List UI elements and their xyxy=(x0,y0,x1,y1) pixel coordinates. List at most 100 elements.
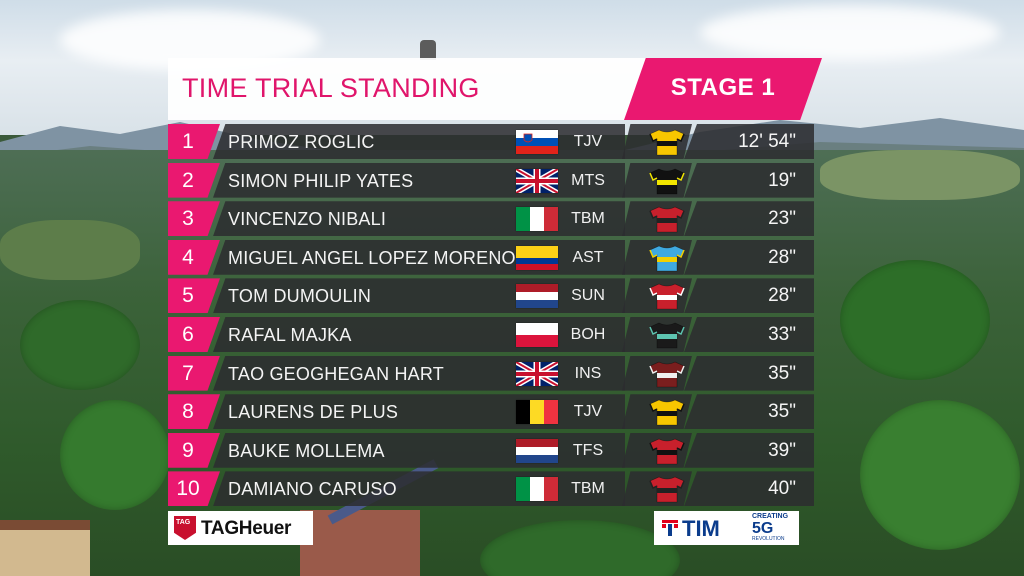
position-number: 7 xyxy=(182,361,194,385)
panel-title: TIME TRIAL STANDING xyxy=(182,73,480,103)
team-code: TBM xyxy=(571,480,605,498)
italy-flag-icon xyxy=(516,207,558,232)
tree xyxy=(20,300,140,390)
time-box xyxy=(684,432,814,468)
stage-label: STAGE 1 xyxy=(670,74,776,101)
tim-5g-label: 5G xyxy=(752,520,774,537)
jumbo-visma-jersey-icon xyxy=(646,398,688,426)
team-code: INS xyxy=(574,364,602,382)
position-number: 10 xyxy=(176,477,200,501)
netherlands-flag-icon xyxy=(516,284,558,309)
rider-name: TAO GEOGHEGAN HART xyxy=(228,363,444,384)
tim-wordmark: TIM xyxy=(682,516,720,541)
rider-name: VINCENZO NIBALI xyxy=(228,209,387,230)
position-number: 3 xyxy=(182,207,194,231)
standings-panel: TIME TRIAL STANDING STAGE 1 1 PRIMOZ ROG… xyxy=(168,58,822,507)
rider-name: PRIMOZ ROGLIC xyxy=(228,132,375,152)
position-badge: 2 xyxy=(168,162,220,198)
standing-row: 8 LAURENS DE PLUS TJV 35" xyxy=(168,394,822,430)
rider-time: 12' 54" xyxy=(738,131,796,152)
standing-row: 7 TAO GEOGHEGAN HART INS 35" xyxy=(168,355,822,391)
tim-tagline-top: CREATING xyxy=(752,513,789,520)
rider-name: LAURENS DE PLUS xyxy=(228,402,399,423)
title-box: TIME TRIAL STANDING xyxy=(168,58,652,120)
position-badge: 1 xyxy=(168,124,220,159)
poland-flag-icon xyxy=(516,323,558,347)
standing-row: 5 TOM DUMOULIN SUN 28" xyxy=(168,278,822,314)
tim-sponsor-logo: TIM CREATING 5G REVOLUTION xyxy=(654,511,799,545)
position-badge: 5 xyxy=(168,278,220,314)
time-box xyxy=(684,394,814,430)
tim-mark-icon xyxy=(662,520,678,536)
time-box xyxy=(684,239,814,275)
rider-time: 35" xyxy=(768,362,796,384)
position-badge: 9 xyxy=(168,432,220,468)
position-badge: 6 xyxy=(168,317,220,352)
italy-flag-icon xyxy=(516,477,558,502)
tagheuer-wordmark: TAGHeuer xyxy=(201,518,292,539)
tree xyxy=(60,400,170,510)
position-number: 2 xyxy=(182,168,194,192)
standing-row: 9 BAUKE MOLLEMA TFS 39" xyxy=(168,432,822,468)
standing-row: 2 SIMON PHILIP YATES MTS 19" xyxy=(168,162,822,198)
belgium-flag-icon xyxy=(516,400,558,425)
trek-segafredo-jersey-icon xyxy=(646,437,688,465)
stage-box: STAGE 1 xyxy=(624,58,822,120)
position-number: 9 xyxy=(182,438,194,462)
bahrain-merida-jersey-icon xyxy=(646,205,688,233)
building xyxy=(0,520,90,576)
rider-time: 28" xyxy=(768,246,796,268)
team-code: TJV xyxy=(573,133,603,150)
tree xyxy=(480,520,680,576)
netherlands-flag-icon xyxy=(516,438,558,463)
time-box xyxy=(684,278,814,314)
standing-row: 10 DAMIANO CARUSO TBM 40" xyxy=(168,471,822,507)
rider-time: 19" xyxy=(768,169,796,191)
standing-row: 1 PRIMOZ ROGLIC TJV 12' 54" xyxy=(168,124,822,159)
cloud xyxy=(700,5,1000,60)
bora-hansgrohe-jersey-icon xyxy=(646,321,688,349)
tagheuer-shield-icon: TAG xyxy=(174,516,196,540)
tree xyxy=(840,260,990,380)
time-box xyxy=(684,355,814,391)
ineos-jersey-icon xyxy=(646,360,688,388)
position-number: 1 xyxy=(182,130,194,153)
rider-name: MIGUEL ANGEL LOPEZ MORENO xyxy=(228,247,516,268)
standings-header: TIME TRIAL STANDING STAGE 1 xyxy=(168,58,822,120)
standing-row: 6 RAFAL MAJKA BOH 33" xyxy=(168,317,822,352)
rider-time: 40" xyxy=(768,478,796,500)
team-code: BOH xyxy=(570,326,606,343)
rider-time: 23" xyxy=(768,208,796,230)
time-box xyxy=(684,317,814,352)
rider-name: SIMON PHILIP YATES xyxy=(228,170,414,191)
uk-flag-icon xyxy=(516,168,558,193)
team-code: TJV xyxy=(573,403,603,421)
church-tower xyxy=(420,40,436,60)
astana-jersey-icon xyxy=(646,244,688,272)
building xyxy=(300,510,420,576)
rider-name: TOM DUMOULIN xyxy=(228,286,372,307)
field xyxy=(820,150,1020,200)
team-code: AST xyxy=(572,248,604,266)
standing-row: 3 VINCENZO NIBALI TBM 23" xyxy=(168,201,822,237)
rider-time: 33" xyxy=(768,324,796,345)
tree xyxy=(860,400,1020,550)
uk-flag-icon xyxy=(516,361,558,386)
team-code: MTS xyxy=(571,171,605,189)
position-badge: 8 xyxy=(168,394,220,430)
standing-row: 4 MIGUEL ANGEL LOPEZ MORENO AST 28" xyxy=(168,239,822,275)
rider-name: BAUKE MOLLEMA xyxy=(228,440,385,461)
rider-time: 28" xyxy=(768,285,796,307)
field xyxy=(0,220,140,280)
team-code: TBM xyxy=(571,210,605,228)
position-badge: 7 xyxy=(168,355,220,391)
position-badge: 3 xyxy=(168,201,220,237)
position-number: 4 xyxy=(182,245,194,269)
position-number: 8 xyxy=(182,400,194,424)
time-box xyxy=(684,201,814,237)
rider-time: 39" xyxy=(768,439,796,461)
rider-name: DAMIANO CARUSO xyxy=(228,479,397,500)
mitchelton-scott-jersey-icon xyxy=(646,167,688,195)
time-box xyxy=(684,124,814,159)
sunweb-jersey-icon xyxy=(646,282,688,310)
